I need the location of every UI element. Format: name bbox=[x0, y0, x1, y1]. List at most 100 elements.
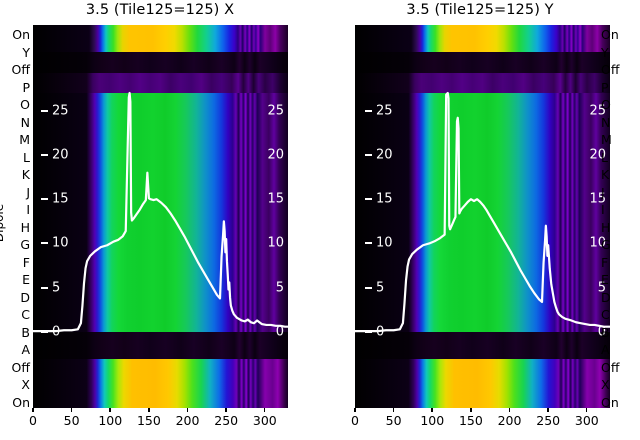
category-labels-left: On Y Off P O N M L K J I H G F E D C B A Off X On bbox=[0, 25, 33, 408]
heatmap-band-upper-dark bbox=[33, 52, 288, 73]
category-label-d-15: D bbox=[20, 289, 30, 305]
inner-ytick-right-label: 10 bbox=[267, 235, 284, 251]
category-label-l-7: L bbox=[23, 149, 30, 165]
category-label-g-12: G bbox=[20, 237, 30, 253]
inner-ytick-label: 0 bbox=[52, 324, 61, 340]
tick-dash-icon bbox=[41, 109, 48, 112]
inner-ytick-label: 25 bbox=[52, 103, 69, 119]
tick-dash-icon bbox=[109, 408, 111, 412]
heatmap-band-lower-dark bbox=[355, 332, 610, 359]
x-axis-x: 0 50 100 150 200 250 300 bbox=[29, 408, 288, 438]
tick-dash-icon bbox=[41, 286, 48, 289]
category-label-a-18: A bbox=[601, 342, 610, 358]
category-label-j-9: J bbox=[26, 184, 30, 200]
category-label-e-14: E bbox=[601, 272, 609, 288]
tick-dash-icon bbox=[354, 408, 356, 412]
category-label-l-7: L bbox=[601, 149, 608, 165]
xtick-label: 200 bbox=[175, 413, 200, 428]
tick-dash-icon bbox=[147, 408, 150, 412]
inner-ytick-label: 15 bbox=[52, 191, 69, 207]
category-label-p-3: P bbox=[22, 79, 30, 95]
xtick-label: 0 bbox=[29, 413, 37, 428]
category-labels-right: On Y Off P O N M L K J I H G F E D C B A Off X On bbox=[596, 25, 640, 408]
xtick-label: 150 bbox=[458, 413, 483, 428]
inner-ytick-label: 10 bbox=[376, 235, 393, 251]
tick-dash-icon bbox=[431, 408, 433, 412]
category-label-p-3: P bbox=[601, 79, 609, 95]
category-label-a-18: A bbox=[21, 342, 30, 358]
category-label-h-11: H bbox=[20, 219, 30, 235]
category-label-m-6: M bbox=[19, 131, 30, 147]
heatmap-band-bottom-bright bbox=[33, 359, 288, 408]
category-label-b-17: B bbox=[601, 324, 610, 340]
tick-dash-icon bbox=[186, 408, 189, 412]
xtick-label: 100 bbox=[98, 413, 123, 428]
trace-path bbox=[355, 93, 610, 331]
inner-ytick-right-label: 15 bbox=[267, 191, 284, 207]
tick-dash-icon bbox=[41, 153, 48, 156]
inner-ytick-right-label: 10 bbox=[589, 235, 606, 251]
category-label-d-15: D bbox=[601, 289, 611, 305]
tick-dash-icon bbox=[225, 408, 227, 412]
category-label-x-20: X bbox=[21, 377, 30, 393]
tick-dash-icon bbox=[585, 408, 588, 412]
inner-ytick-right-label: 20 bbox=[589, 147, 606, 163]
inner-ytick-right-label: 0 bbox=[597, 324, 606, 340]
tick-dash-icon bbox=[41, 331, 48, 333]
category-label-y-1: Y bbox=[601, 44, 609, 60]
x-axis-y: 0 50 100 150 200 250 300 bbox=[351, 408, 610, 438]
trace-path bbox=[33, 93, 288, 331]
category-label-on-21: On bbox=[12, 394, 30, 410]
heatmap-band-upper-purple bbox=[355, 73, 610, 93]
tick-dash-icon bbox=[469, 408, 472, 412]
tick-dash-icon bbox=[365, 331, 372, 333]
inner-ytick-right-label: 25 bbox=[267, 103, 284, 119]
inner-ytick-right-label: 5 bbox=[275, 280, 284, 296]
tick-dash-icon bbox=[365, 153, 372, 156]
xtick-label: 150 bbox=[136, 413, 161, 428]
category-label-on-0: On bbox=[12, 26, 30, 42]
category-label-n-5: N bbox=[20, 114, 30, 130]
heatmap-axes-x: 0 5 10 15 20 25 0 5 10 15 20 25 bbox=[33, 25, 288, 408]
category-label-on-0: On bbox=[601, 26, 619, 42]
category-label-j-9: J bbox=[601, 184, 605, 200]
inner-ytick-label: 0 bbox=[376, 324, 385, 340]
tick-dash-icon bbox=[41, 198, 48, 201]
category-label-k-8: K bbox=[21, 166, 30, 182]
category-label-off-19: Off bbox=[11, 359, 30, 375]
panel-x-title: 3.5 (Tile125=125) X bbox=[85, 2, 235, 18]
tick-dash-icon bbox=[41, 242, 48, 245]
tick-dash-icon bbox=[70, 408, 73, 412]
overlay-trace-x bbox=[33, 25, 288, 408]
tick-dash-icon bbox=[365, 198, 372, 201]
inner-ytick-right-label: 20 bbox=[267, 147, 284, 163]
inner-ytick-label: 20 bbox=[52, 147, 69, 163]
heatmap-band-upper-dark bbox=[355, 52, 610, 73]
xtick-label: 100 bbox=[420, 413, 445, 428]
tick-dash-icon bbox=[263, 408, 266, 412]
inner-ytick-right-label: 25 bbox=[589, 103, 606, 119]
category-label-o-4: O bbox=[601, 96, 611, 112]
category-label-x-20: X bbox=[601, 377, 610, 393]
inner-ytick-label: 10 bbox=[52, 235, 69, 251]
category-label-f-13: F bbox=[601, 254, 609, 270]
inner-ytick-label: 25 bbox=[376, 103, 393, 119]
category-label-y-1: Y bbox=[22, 44, 30, 60]
xtick-label: 250 bbox=[214, 413, 239, 428]
inner-ytick-label: 20 bbox=[376, 147, 393, 163]
tick-dash-icon bbox=[32, 408, 34, 412]
tick-dash-icon bbox=[547, 408, 549, 412]
heatmap-band-top-bright bbox=[355, 25, 610, 52]
category-label-m-6: M bbox=[601, 131, 612, 147]
category-label-i-10: I bbox=[26, 201, 30, 217]
inner-ytick-right-label: 5 bbox=[597, 280, 606, 296]
category-label-c-16: C bbox=[21, 307, 30, 323]
xtick-label: 300 bbox=[252, 413, 277, 428]
category-label-k-8: K bbox=[601, 166, 610, 182]
inner-ytick-right-label: 0 bbox=[275, 324, 284, 340]
category-label-h-11: H bbox=[601, 219, 611, 235]
inner-ytick-label: 5 bbox=[376, 280, 385, 296]
category-label-e-14: E bbox=[22, 272, 30, 288]
